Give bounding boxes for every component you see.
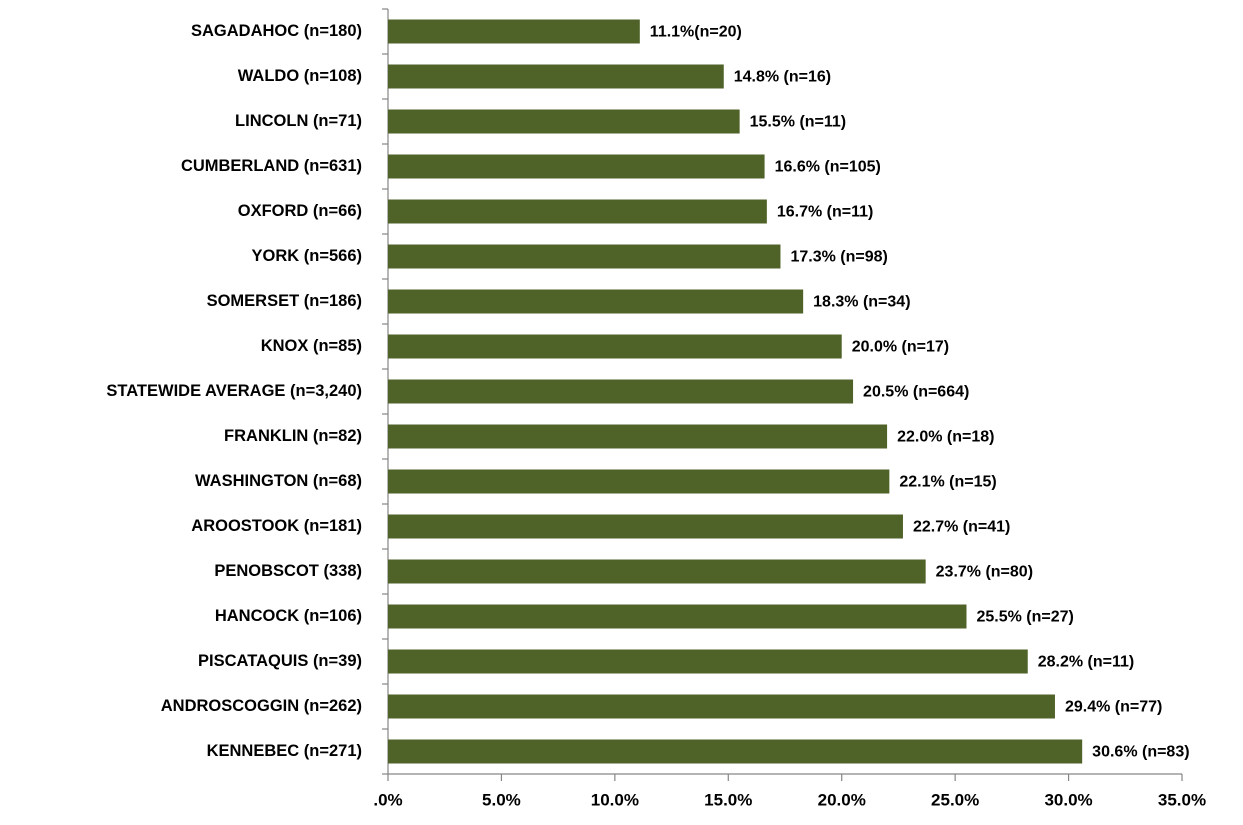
y-tick-label: PENOBSCOT (338) [214, 562, 362, 580]
y-tick-label: YORK (n=566) [252, 247, 363, 265]
x-tick-label: 10.0% [591, 790, 639, 809]
data-label: 14.8% (n=16) [734, 69, 831, 86]
x-tick-label: 35.0% [1158, 790, 1206, 809]
bar [388, 19, 640, 44]
bar [388, 64, 724, 89]
x-tick-label: 20.0% [818, 790, 866, 809]
data-label: 22.0% (n=18) [897, 429, 994, 446]
y-tick-label: ANDROSCOGGIN (n=262) [161, 697, 362, 715]
data-label: 28.2% (n=11) [1038, 654, 1135, 671]
y-tick-label: SOMERSET (n=186) [207, 292, 362, 310]
y-tick-label: FRANKLIN (n=82) [224, 427, 362, 445]
bar [388, 739, 1083, 764]
x-tick-label: 25.0% [931, 790, 979, 809]
bar [388, 424, 888, 449]
data-label: 20.5% (n=664) [863, 384, 969, 401]
bar [388, 244, 781, 269]
bar [388, 289, 804, 314]
x-tick-label: 15.0% [704, 790, 752, 809]
data-label: 18.3% (n=34) [813, 294, 910, 311]
y-tick-label: WALDO (n=108) [238, 67, 362, 85]
bar [388, 694, 1055, 719]
data-label: 11.1%(n=20) [650, 24, 742, 41]
bar [388, 334, 842, 359]
y-tick-label: WASHINGTON (n=68) [195, 472, 362, 490]
bar [388, 559, 926, 584]
data-label: 22.7% (n=41) [913, 519, 1010, 536]
data-label: 22.1% (n=15) [899, 474, 996, 491]
y-tick-label: OXFORD (n=66) [238, 202, 362, 220]
bar [388, 604, 967, 629]
bar [388, 514, 903, 539]
bar [388, 199, 767, 224]
bar [388, 379, 854, 404]
data-label: 23.7% (n=80) [936, 564, 1033, 581]
y-tick-label: CUMBERLAND (n=631) [181, 157, 362, 175]
y-tick-label: LINCOLN (n=71) [235, 112, 362, 130]
data-label: 17.3% (n=98) [790, 249, 887, 266]
data-label: 29.4% (n=77) [1065, 699, 1162, 716]
bar [388, 469, 890, 494]
y-tick-label: STATEWIDE AVERAGE (n=3,240) [106, 382, 362, 400]
data-label: 30.6% (n=83) [1092, 744, 1189, 761]
y-tick-label: KNOX (n=85) [261, 337, 362, 355]
bar [388, 109, 740, 134]
x-tick-label: 30.0% [1044, 790, 1092, 809]
data-label: 16.7% (n=11) [777, 204, 874, 221]
data-label: 16.6% (n=105) [775, 159, 881, 176]
y-tick-label: HANCOCK (n=106) [215, 607, 362, 625]
y-tick-label: KENNEBEC (n=271) [207, 742, 362, 760]
data-label: 25.5% (n=27) [976, 609, 1073, 626]
x-tick-label: .0% [373, 790, 402, 809]
y-tick-label: AROOSTOOK (n=181) [191, 517, 362, 535]
data-label: 20.0% (n=17) [852, 339, 949, 356]
bar [388, 154, 765, 179]
y-tick-label: SAGADAHOC (n=180) [191, 22, 362, 40]
y-tick-label: PISCATAQUIS (n=39) [198, 652, 362, 670]
bar [388, 649, 1028, 674]
data-label: 15.5% (n=11) [750, 114, 847, 131]
x-tick-label: 5.0% [482, 790, 521, 809]
